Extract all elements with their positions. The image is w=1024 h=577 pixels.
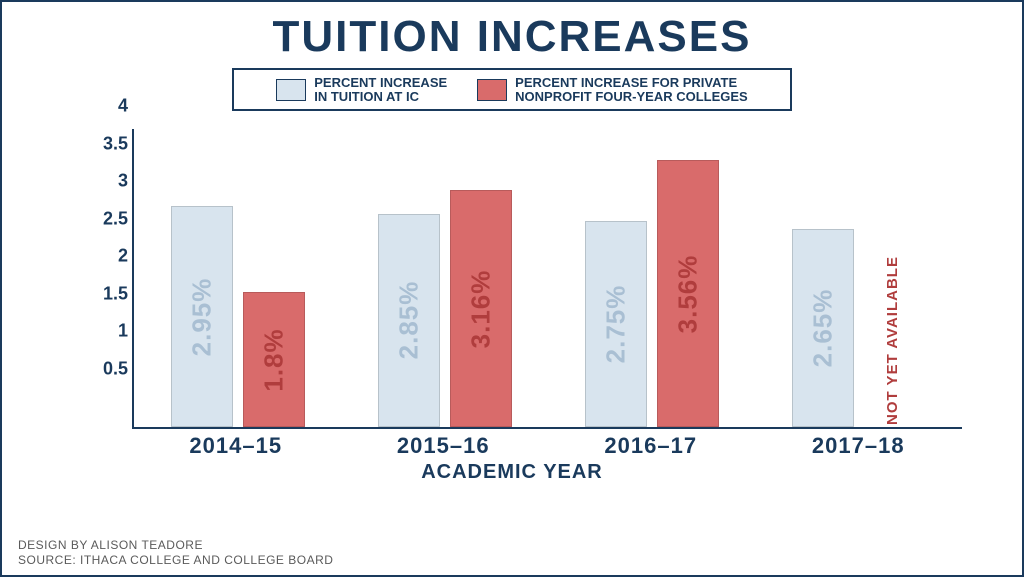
- legend: PERCENT INCREASEIN TUITION AT IC PERCENT…: [232, 68, 792, 111]
- bar: 2.95%: [171, 206, 233, 427]
- legend-label-private: PERCENT INCREASE FOR PRIVATENONPROFIT FO…: [515, 76, 748, 103]
- bar-group: 2.85% 3.16%: [341, 129, 548, 427]
- bar-group: 2.95% 1.8%: [134, 129, 341, 427]
- x-axis-label: ACADEMIC YEAR: [22, 461, 1002, 484]
- legend-swatch-ic: [276, 79, 306, 101]
- chart-container: TUITION INCREASES PERCENT INCREASEIN TUI…: [0, 0, 1024, 577]
- credit-source: SOURCE: ITHACA COLLEGE AND COLLEGE BOARD: [18, 553, 333, 567]
- x-tick: 2017–18: [755, 429, 963, 459]
- plot-area: 2.95% 1.8% 2.85% 3.16% 2.75% 3.56% 2.65% NOT YE…: [132, 129, 962, 429]
- bar-group: 2.65% NOT YET AVAILABLE: [755, 129, 962, 427]
- bar: 1.8%: [243, 292, 305, 427]
- y-tick: 2: [94, 246, 128, 267]
- y-tick: 1.5: [94, 283, 128, 304]
- chart-title: TUITION INCREASES: [22, 12, 1002, 62]
- legend-item-private: PERCENT INCREASE FOR PRIVATENONPROFIT FO…: [477, 76, 748, 103]
- na-label: NOT YET AVAILABLE: [884, 256, 901, 425]
- x-tick: 2014–15: [132, 429, 340, 459]
- bars-row: 2.95% 1.8% 2.85% 3.16% 2.75% 3.56% 2.65% NOT YE…: [134, 129, 962, 427]
- bar-value-label: 2.65%: [807, 289, 838, 368]
- bar-group: 2.75% 3.56%: [548, 129, 755, 427]
- bar-value-label: 1.8%: [258, 328, 289, 391]
- y-tick: 4: [94, 96, 128, 117]
- bar-value-label: 3.56%: [672, 254, 703, 333]
- legend-label-ic: PERCENT INCREASEIN TUITION AT IC: [314, 76, 447, 103]
- legend-item-ic: PERCENT INCREASEIN TUITION AT IC: [276, 76, 447, 103]
- credits: DESIGN BY ALISON TEADORE SOURCE: ITHACA …: [18, 538, 333, 567]
- bar: 2.85%: [378, 214, 440, 428]
- bar: 2.65%: [792, 229, 854, 428]
- bar: 3.16%: [450, 190, 512, 427]
- x-ticks: 2014–152015–162016–172017–18: [132, 429, 962, 459]
- credit-design: DESIGN BY ALISON TEADORE: [18, 538, 333, 552]
- x-tick: 2015–16: [340, 429, 548, 459]
- x-tick: 2016–17: [547, 429, 755, 459]
- bar-value-label: 3.16%: [465, 269, 496, 348]
- bar-value-label: 2.95%: [186, 277, 217, 356]
- bar-value-label: 2.85%: [393, 281, 424, 360]
- y-tick: 1: [94, 321, 128, 342]
- chart-plot-wrap: 2.95% 1.8% 2.85% 3.16% 2.75% 3.56% 2.65% NOT YE…: [92, 129, 962, 459]
- legend-swatch-private: [477, 79, 507, 101]
- y-tick: 2.5: [94, 208, 128, 229]
- y-tick: 3.5: [94, 133, 128, 154]
- bar: 3.56%: [657, 160, 719, 427]
- y-tick: 0.5: [94, 358, 128, 379]
- bar-value-label: 2.75%: [600, 285, 631, 364]
- bar: 2.75%: [585, 221, 647, 427]
- y-tick: 3: [94, 171, 128, 192]
